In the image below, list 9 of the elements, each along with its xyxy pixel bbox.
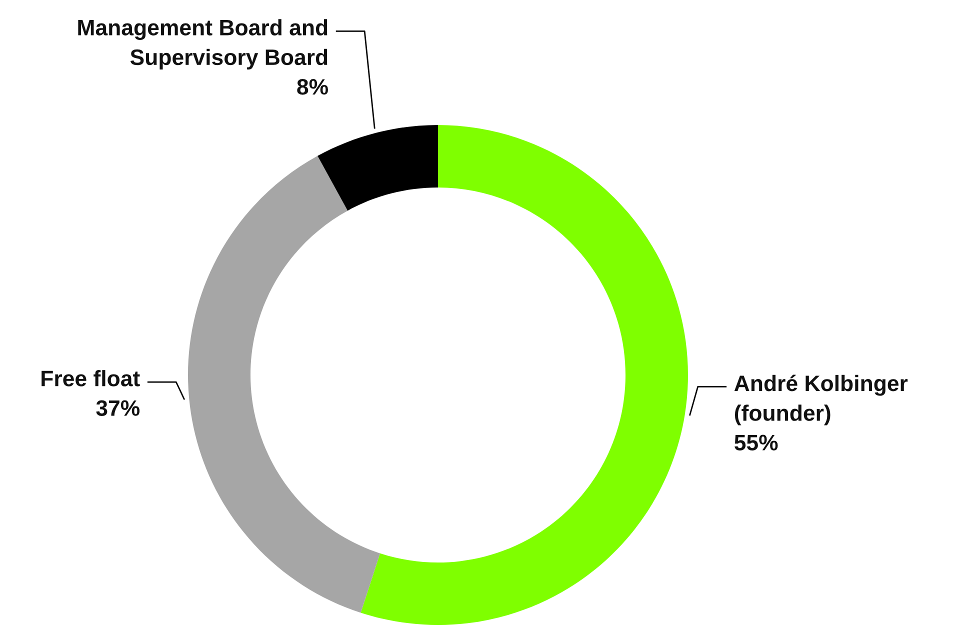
- slice-label: Management Board and Supervisory Board: [78, 19, 328, 70]
- data-label: 37%: [96, 400, 140, 416]
- data-label: 55%: [734, 434, 778, 450]
- donut-slice: [318, 125, 438, 211]
- slice-label: André Kolbinger (founder): [734, 374, 908, 426]
- donut-slice: [360, 125, 688, 625]
- donut-slice: [188, 156, 380, 613]
- slice-label: Free float: [42, 370, 140, 386]
- data-label: 8%: [297, 78, 328, 95]
